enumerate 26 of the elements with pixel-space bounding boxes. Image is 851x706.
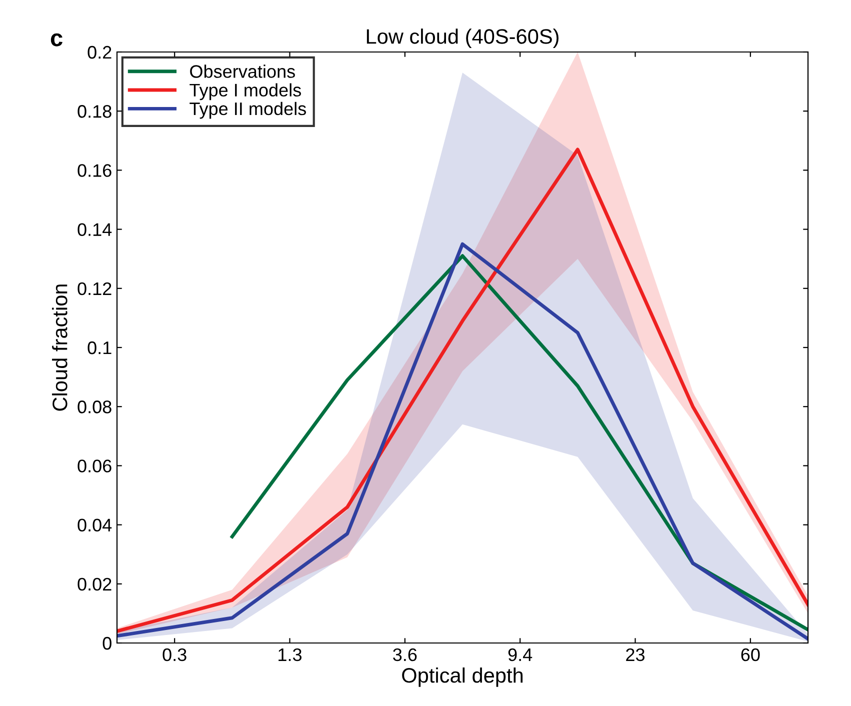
legend-label: Type II models [190, 102, 306, 119]
y-tick-label: 0.12 [78, 282, 112, 296]
y-tick-label: 0.1 [88, 341, 112, 354]
x-tick-label: 3.6 [393, 648, 417, 662]
y-tick-label: 0.02 [78, 578, 112, 591]
x-tick-label: 1.3 [278, 648, 302, 662]
text: c [50, 33, 62, 46]
x-axis-title: Optical depth [402, 667, 523, 687]
y-tick-label: 0 [102, 636, 112, 650]
x-tick-label: 23 [626, 648, 644, 662]
y-tick-label: 0.2 [88, 46, 112, 59]
y-tick-label: 0.18 [78, 105, 112, 118]
line-series [117, 242, 808, 641]
y-tick-label: 0.06 [78, 460, 112, 472]
y-tick-label: 0.04 [78, 518, 112, 532]
y-tick-label: 0.14 [78, 223, 112, 236]
y-tick-label: 0.16 [78, 164, 112, 177]
x-tick-label: 0.3 [162, 648, 186, 662]
chart-title: Low cloud (40S-60S) [366, 28, 558, 48]
legend-label: Observations [190, 64, 295, 78]
line-series [230, 254, 808, 632]
y-axis-title: Cloud fraction [52, 284, 68, 411]
x-tick-label: 9.4 [508, 648, 532, 662]
y-tick-label: 0.08 [78, 400, 112, 414]
legend-label: Type I models [190, 83, 301, 100]
x-tick-label: 60 [741, 648, 760, 662]
